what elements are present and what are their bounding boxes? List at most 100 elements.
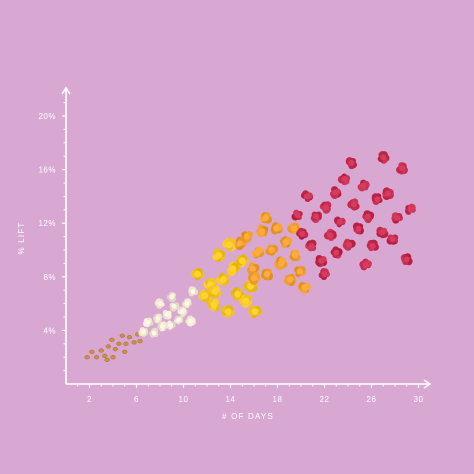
- kernel-shape: [123, 341, 129, 346]
- orange-popcorn-point: [234, 236, 247, 251]
- popcorn-core: [277, 260, 285, 267]
- popcorn-core: [157, 301, 163, 307]
- kernel-point: [89, 349, 95, 355]
- kernel-shape: [112, 346, 118, 352]
- popcorn-core: [399, 165, 406, 172]
- popcorn-core: [251, 308, 259, 316]
- popcorn-core: [211, 288, 219, 295]
- kernel-point: [93, 355, 100, 360]
- yellow-popcorn-point: [207, 298, 221, 312]
- orange-popcorn-point: [279, 236, 293, 248]
- popcorn-core: [190, 289, 196, 295]
- orange-popcorn-point: [261, 268, 274, 281]
- kernel-point: [110, 355, 116, 360]
- kernel-shape: [84, 355, 90, 360]
- popcorn-core: [374, 196, 381, 203]
- popcorn-core: [341, 175, 348, 182]
- popcorn-core: [350, 201, 357, 208]
- data-marks: [84, 151, 416, 363]
- y-axis-title: % LIFT: [17, 222, 26, 255]
- popcorn-core: [164, 311, 170, 317]
- x-tick-label: 14: [226, 395, 236, 404]
- orange-popcorn-point: [247, 272, 261, 285]
- popcorn-core: [292, 252, 299, 259]
- red-popcorn-point: [386, 234, 399, 245]
- kernel-point: [102, 353, 108, 359]
- popcorn-core: [224, 308, 232, 316]
- orange-popcorn-point: [274, 256, 288, 271]
- red-popcorn-point: [337, 173, 351, 186]
- popcorn-core: [151, 330, 157, 336]
- red-popcorn-point: [371, 193, 383, 205]
- red-popcorn-point: [366, 239, 379, 252]
- kernel-point: [104, 357, 110, 363]
- orange-popcorn-point: [265, 244, 279, 256]
- kernel-point: [98, 348, 104, 353]
- kernel-shape: [122, 349, 128, 355]
- red-popcorn-point: [323, 228, 337, 241]
- x-axis-arrow: [423, 379, 432, 389]
- kernel-shape: [131, 340, 137, 345]
- popcorn-core: [360, 182, 367, 189]
- white-popcorn-point: [188, 286, 199, 297]
- popcorn-core: [263, 271, 271, 278]
- kernel-point: [137, 338, 143, 344]
- white-popcorn-point: [169, 302, 180, 312]
- yellow-popcorn-point: [216, 272, 229, 286]
- popcorn-core: [290, 225, 298, 232]
- yellow-popcorn-point: [198, 289, 212, 303]
- red-popcorn-point: [334, 216, 346, 228]
- yellow-popcorn-point: [227, 261, 240, 277]
- yellow-popcorn-point: [248, 305, 262, 318]
- white-popcorn-point: [165, 320, 176, 330]
- kernel-point: [123, 341, 129, 346]
- popcorn-core: [184, 301, 190, 307]
- popcorn-core: [332, 189, 339, 196]
- popcorn-core: [188, 318, 194, 324]
- popcorn-core: [294, 212, 301, 219]
- popcorn-core: [296, 268, 303, 275]
- popcorn-core: [389, 236, 396, 243]
- kernel-shape: [110, 355, 116, 360]
- red-popcorn-point: [319, 201, 332, 214]
- white-popcorn-point: [162, 309, 172, 320]
- red-popcorn-point: [318, 267, 331, 281]
- white-popcorn-point: [143, 317, 154, 328]
- red-popcorn-point: [376, 226, 389, 239]
- y-tick-label: 4%: [43, 326, 56, 335]
- popcorn-core: [327, 232, 334, 239]
- kernel-shape: [126, 334, 133, 340]
- orange-popcorn-point: [283, 273, 297, 287]
- popcorn-core: [355, 225, 362, 232]
- popcorn-core: [364, 213, 371, 220]
- x-axis-title: # OF DAYS: [222, 412, 274, 421]
- yellow-popcorn-point: [190, 267, 205, 281]
- kernel-shape: [119, 333, 126, 338]
- red-popcorn-point: [305, 239, 317, 252]
- x-tick-label: 10: [179, 395, 189, 404]
- yellow-popcorn-point: [239, 294, 253, 308]
- y-tick-label: 12%: [38, 219, 56, 228]
- red-popcorn-point: [396, 162, 408, 175]
- x-tick-label: 30: [414, 395, 424, 404]
- white-popcorn-point: [157, 321, 167, 332]
- kernel-shape: [137, 338, 143, 344]
- orange-popcorn-point: [289, 249, 301, 262]
- popcorn-core: [254, 249, 261, 256]
- popcorn-core: [168, 322, 174, 328]
- white-popcorn-point: [154, 298, 165, 309]
- white-popcorn-point: [182, 298, 192, 309]
- popcorn-core: [268, 246, 275, 254]
- orange-popcorn-point: [247, 262, 260, 276]
- kernel-point: [131, 340, 137, 345]
- popcorn-core: [301, 284, 308, 291]
- red-popcorn-point: [391, 212, 404, 224]
- popcorn-core: [333, 249, 340, 256]
- popcorn-core: [384, 190, 391, 197]
- y-tick-label: 8%: [43, 273, 56, 282]
- popcorn-core: [346, 241, 353, 248]
- kernel-shape: [116, 341, 122, 346]
- red-popcorn-point: [310, 211, 322, 224]
- popcorn-core: [229, 265, 237, 273]
